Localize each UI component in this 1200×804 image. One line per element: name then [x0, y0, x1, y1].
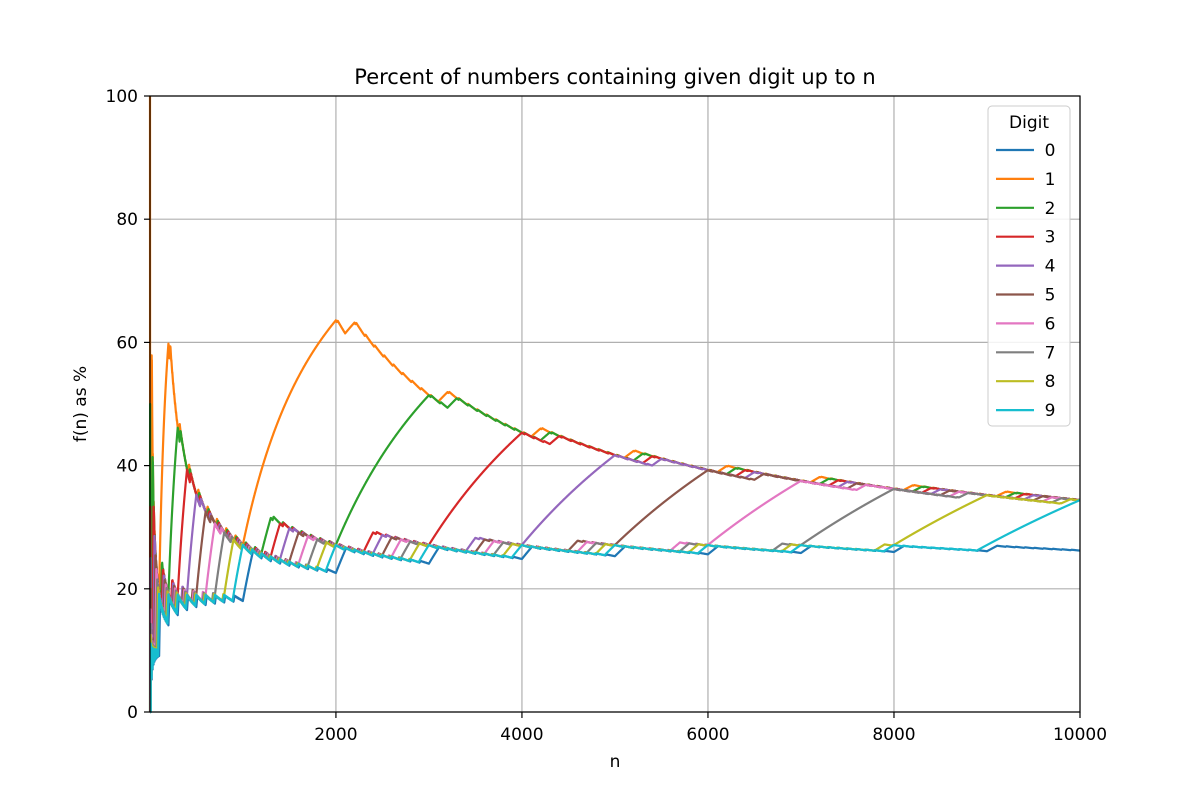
legend-label: 8	[1045, 372, 1056, 392]
legend-label: 3	[1045, 228, 1056, 248]
legend-title: Digit	[1009, 113, 1049, 133]
x-tick-label: 6000	[686, 725, 729, 745]
legend-label: 6	[1045, 314, 1056, 334]
x-tick-label: 2000	[314, 725, 357, 745]
x-tick-label: 10000	[1053, 725, 1107, 745]
legend: Digit 0 1 2 3 4 5 6 7 8 9	[987, 105, 1071, 427]
y-tick-label: 40	[116, 457, 138, 477]
y-tick-label: 100	[106, 87, 138, 107]
y-tick-label: 20	[116, 580, 138, 600]
x-axis: 2000 4000 6000 8000 10000	[314, 712, 1107, 745]
y-axis: 0 20 40 60 80 100	[106, 87, 150, 723]
x-tick-label: 4000	[500, 725, 543, 745]
series-lines	[148, 95, 1082, 714]
x-axis-label: n	[610, 752, 621, 772]
legend-label: 7	[1045, 343, 1056, 363]
y-tick-label: 0	[127, 703, 138, 723]
legend-label: 4	[1045, 257, 1056, 277]
plot-frame	[149, 95, 1081, 713]
legend-label: 1	[1045, 170, 1056, 190]
legend-label: 5	[1045, 286, 1056, 306]
x-tick-label: 8000	[872, 725, 915, 745]
legend-label: 9	[1045, 401, 1056, 421]
legend-label: 2	[1045, 199, 1056, 219]
y-axis-label: f(n) as %	[71, 366, 91, 442]
legend-label: 0	[1045, 141, 1056, 161]
chart-title: Percent of numbers containing given digi…	[354, 65, 875, 89]
y-tick-label: 80	[116, 210, 138, 230]
series-line-digit-9	[148, 499, 1082, 714]
y-tick-label: 60	[116, 333, 138, 353]
